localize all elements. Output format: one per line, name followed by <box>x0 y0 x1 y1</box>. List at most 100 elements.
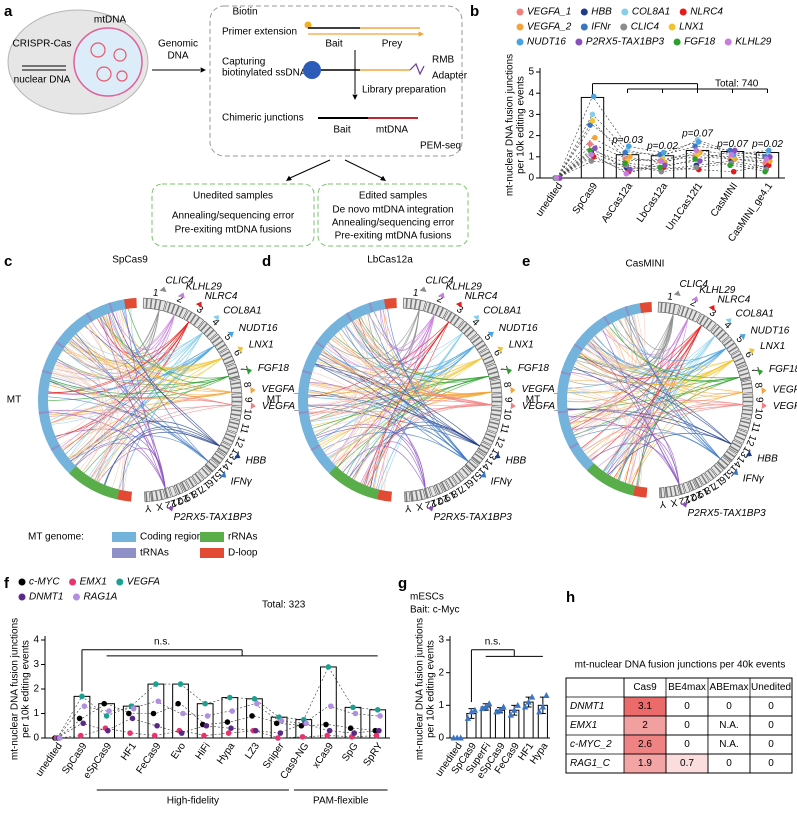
bar <box>480 706 491 739</box>
legend-label: rRNAs <box>228 532 257 543</box>
band <box>228 425 239 430</box>
chord <box>329 311 383 461</box>
band <box>742 400 753 403</box>
chord <box>349 425 480 478</box>
target-label: HBB <box>757 454 778 465</box>
chord <box>569 314 638 420</box>
dot <box>249 713 255 719</box>
chord <box>100 314 175 355</box>
chord <box>567 334 620 394</box>
target-marker <box>480 471 487 478</box>
target-label: LNX1 <box>509 339 534 350</box>
mtdna-circle <box>116 70 128 82</box>
target-marker <box>487 331 494 338</box>
chord <box>315 424 426 489</box>
chromosome <box>443 309 465 329</box>
chord <box>51 332 204 425</box>
label: Library preparation <box>362 85 446 96</box>
dot <box>457 734 464 741</box>
target-label: KLHL29 <box>186 282 223 293</box>
chord <box>602 314 641 472</box>
target-marker <box>748 348 755 355</box>
chromosome <box>741 406 754 420</box>
dot <box>589 117 596 124</box>
cell-value: 0 <box>684 701 690 712</box>
chord <box>47 375 229 402</box>
band <box>489 421 500 426</box>
chord <box>53 368 232 406</box>
mt-rrna <box>69 466 120 500</box>
target-marker <box>761 402 767 410</box>
band <box>484 359 495 365</box>
target-marker <box>494 452 501 459</box>
band <box>225 432 236 439</box>
legend-label: DNMT1 <box>29 592 63 603</box>
chromosome <box>168 485 177 498</box>
chord <box>316 426 426 489</box>
chromosome-label: 22 <box>423 497 437 511</box>
chord <box>567 386 629 480</box>
band <box>660 487 663 498</box>
label: mtDNA <box>376 125 409 136</box>
dot <box>150 710 157 717</box>
cell-value: 2.6 <box>638 739 652 750</box>
chord <box>602 325 702 472</box>
target-label: CLIC4 <box>165 275 194 286</box>
chord <box>55 325 108 376</box>
chromosome-label: 21 <box>169 494 184 508</box>
chord <box>609 402 743 476</box>
y-tick-label: 4 <box>33 635 39 646</box>
target-label: NLRC4 <box>718 295 751 306</box>
band <box>672 303 676 314</box>
band <box>145 298 148 309</box>
dot <box>325 664 332 670</box>
chromosome <box>428 485 437 498</box>
chromosome <box>229 406 243 420</box>
mt-coding <box>297 298 388 500</box>
x-tick-label: FeCas9 <box>134 741 163 776</box>
chromosome-label: 11 <box>497 422 510 435</box>
band <box>424 488 429 499</box>
chord <box>309 384 385 490</box>
target-marker <box>455 301 462 308</box>
chord <box>607 325 741 383</box>
dot <box>79 693 85 700</box>
band <box>216 343 226 351</box>
band <box>718 332 727 340</box>
legend-swatch <box>620 23 628 31</box>
dot <box>227 694 233 701</box>
significance: n.s. <box>485 636 501 647</box>
band <box>189 314 197 324</box>
chord <box>308 405 480 447</box>
mt-trna <box>557 410 568 414</box>
legend-swatch <box>668 23 676 31</box>
dot <box>464 714 472 721</box>
legend-label: HBB <box>591 7 612 18</box>
dot <box>155 698 162 705</box>
chromosome-label: 10 <box>241 408 253 421</box>
chord <box>49 380 220 447</box>
dot <box>351 730 358 736</box>
dot <box>692 156 698 162</box>
dot <box>507 711 514 718</box>
chord <box>108 313 190 357</box>
target-marker <box>510 386 516 394</box>
chord <box>64 346 108 472</box>
chromosome-label: 5 <box>482 332 494 343</box>
dot <box>479 705 486 712</box>
chromosome-label: 1 <box>666 291 674 303</box>
legend-swatch <box>200 548 224 558</box>
legend-swatch <box>112 532 136 542</box>
band <box>490 413 501 417</box>
band <box>465 463 474 472</box>
dot <box>178 730 185 736</box>
dot <box>695 139 702 145</box>
chord <box>572 368 732 445</box>
chromosome-label: 10 <box>501 408 513 421</box>
x-tick-label: Evo <box>169 741 188 762</box>
chord <box>603 347 727 472</box>
chromosome-label: 2 <box>435 294 445 306</box>
chromosome-label: 22 <box>163 497 177 511</box>
p-value: p=0.07 <box>716 139 748 150</box>
chromosome-label: 12 <box>743 433 758 448</box>
